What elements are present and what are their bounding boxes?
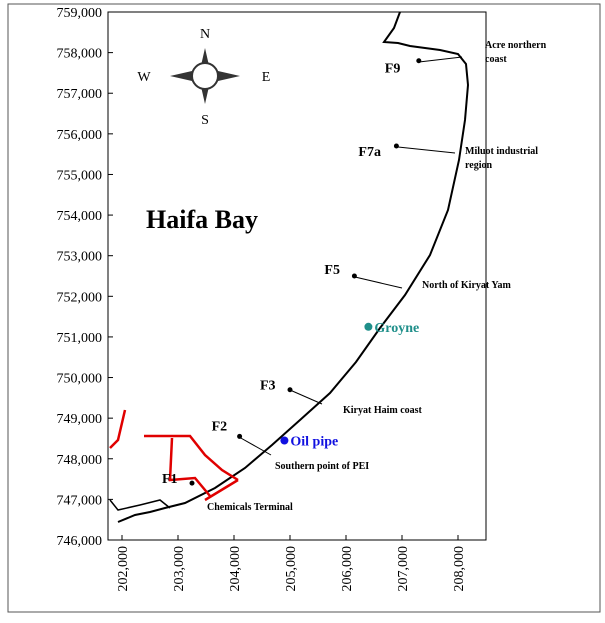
site-point [416, 58, 422, 64]
frame [7, 3, 601, 613]
compass-n: N [200, 27, 210, 42]
feature-label: Oil pipe [290, 434, 338, 449]
site-label: F9 [385, 62, 401, 77]
feature-label: Groyne [374, 321, 419, 336]
y-tick-label: 746,000 [57, 534, 103, 549]
map-title: Haifa Bay [146, 205, 258, 234]
coastline [117, 11, 470, 523]
y-tick-label: 754,000 [57, 209, 103, 224]
x-tick-label: 205,000 [284, 546, 299, 592]
y-tick-label: 749,000 [57, 412, 103, 427]
feature-point [280, 436, 289, 445]
callout-leader [418, 56, 463, 63]
compass-w: W [137, 70, 151, 85]
x-tick-label: 204,000 [228, 546, 243, 592]
y-tick-label: 755,000 [57, 168, 103, 183]
site-label: F7a [358, 145, 381, 160]
y-tick-label: 756,000 [57, 128, 103, 143]
site-label: F2 [212, 419, 228, 434]
x-tick-label: 207,000 [396, 546, 411, 592]
callout-label: Chemicals Terminal [207, 502, 293, 513]
x-tick-label: 202,000 [116, 546, 131, 592]
site-label: F5 [324, 263, 340, 278]
callout-label: Miluot industrial region [465, 146, 538, 171]
callout-leader [289, 389, 323, 405]
callout-label: North of Kiryat Yam [422, 280, 511, 291]
feature-point [364, 322, 373, 331]
y-tick-label: 747,000 [57, 493, 103, 508]
site-point [393, 143, 399, 149]
x-tick-label: 206,000 [340, 546, 355, 592]
callout-leader [238, 436, 272, 456]
callout-leader [354, 276, 403, 289]
compass-e: E [262, 70, 271, 85]
y-tick-label: 757,000 [57, 87, 103, 102]
x-tick-label: 203,000 [172, 546, 187, 592]
y-tick-label: 752,000 [57, 290, 103, 305]
coastline-south [109, 499, 171, 511]
site-label: F3 [260, 379, 276, 394]
x-tick-label: 208,000 [452, 546, 467, 592]
y-tick-label: 753,000 [57, 250, 103, 265]
y-tick-label: 750,000 [57, 372, 103, 387]
callout-label: Kiryat Haim coast [343, 405, 423, 416]
red-boundaries [109, 409, 239, 502]
site-label: F1 [162, 472, 178, 487]
compass: N S E W [137, 27, 270, 128]
site-point [287, 387, 293, 393]
y-tick-label: 751,000 [57, 331, 103, 346]
callout-label: Acre northern coast [485, 40, 547, 65]
y-tick-label: 758,000 [57, 47, 103, 62]
y-tick-label: 759,000 [57, 6, 103, 21]
y-tick-label: 748,000 [57, 453, 103, 468]
compass-s: S [201, 113, 209, 128]
site-point [189, 480, 195, 486]
callout-label: Southern point of PEI [275, 461, 369, 472]
callout-leader [397, 146, 456, 154]
